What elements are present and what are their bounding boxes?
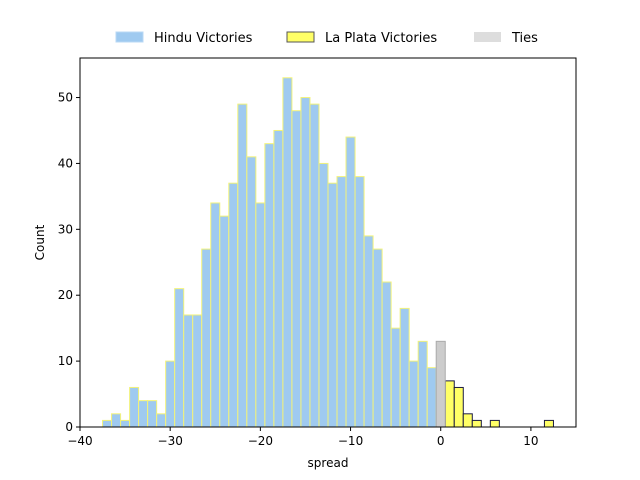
ties-bar bbox=[435, 340, 446, 428]
hindu-victories-bar bbox=[417, 340, 428, 428]
x-axis-label: spread bbox=[308, 456, 349, 470]
hindu-victories-bar bbox=[264, 143, 275, 428]
la-plata-victories-bar bbox=[462, 413, 473, 428]
hindu-victories-bar bbox=[381, 281, 392, 428]
hindu-victories-bar bbox=[327, 182, 338, 428]
x-tick-label: 10 bbox=[523, 434, 538, 448]
x-tick-label: −30 bbox=[158, 434, 183, 448]
la-plata-victories-legend-swatch bbox=[286, 31, 315, 43]
la-plata-victories-legend-label: La Plata Victories bbox=[325, 31, 437, 46]
y-tick-label: 20 bbox=[58, 288, 73, 302]
y-tick-label: 50 bbox=[58, 91, 73, 105]
hindu-victories-bar bbox=[345, 136, 356, 428]
hindu-victories-bar bbox=[156, 413, 167, 428]
hindu-victories-bar bbox=[309, 103, 320, 428]
y-axis-label: Count bbox=[33, 224, 47, 260]
hindu-victories-bar bbox=[237, 103, 248, 428]
y-axis-ticks: 0 10 20 30 40 50 bbox=[58, 91, 80, 434]
la-plata-victories-bar bbox=[453, 386, 464, 428]
hindu-victories-bar bbox=[336, 176, 347, 428]
la-plata-victories-bar bbox=[543, 419, 554, 428]
x-tick-label: −10 bbox=[338, 434, 363, 448]
hindu-victories-bar bbox=[183, 314, 194, 428]
hindu-victories-bar bbox=[318, 162, 329, 428]
hindu-victories-bar bbox=[120, 419, 131, 428]
hindu-victories-bar bbox=[174, 288, 185, 428]
hindu-victories-bar bbox=[246, 156, 257, 428]
y-tick-label: 10 bbox=[58, 354, 73, 368]
hindu-victories-bar bbox=[399, 307, 410, 428]
hindu-victories-bar bbox=[210, 202, 221, 428]
y-tick-label: 30 bbox=[58, 222, 73, 236]
hindu-victories-legend-swatch bbox=[115, 31, 144, 43]
hindu-victories-bar bbox=[408, 360, 419, 428]
x-tick-label: −20 bbox=[248, 434, 273, 448]
la-plata-victories-bar bbox=[444, 380, 455, 428]
hindu-victories-bar bbox=[192, 314, 203, 428]
hindu-victories-bar bbox=[390, 327, 401, 428]
la-plata-victories-bar bbox=[489, 419, 500, 428]
histogram-bars bbox=[102, 77, 554, 428]
hindu-victories-bar bbox=[129, 386, 140, 428]
hindu-victories-bar bbox=[219, 215, 230, 428]
ties-legend-label: Ties bbox=[511, 31, 538, 46]
x-tick-label: 0 bbox=[437, 434, 445, 448]
hindu-victories-bar bbox=[363, 235, 374, 428]
hindu-victories-bar bbox=[201, 248, 212, 428]
hindu-victories-bar bbox=[282, 77, 293, 428]
legend: Hindu Victories La Plata Victories Ties bbox=[115, 31, 538, 46]
hindu-victories-bar bbox=[354, 176, 365, 428]
hindu-victories-bar bbox=[111, 413, 122, 428]
hindu-victories-legend-label: Hindu Victories bbox=[154, 31, 253, 46]
hindu-victories-bar bbox=[372, 248, 383, 428]
hindu-victories-bar bbox=[255, 202, 266, 428]
ties-legend-swatch bbox=[474, 32, 501, 42]
hindu-victories-bar bbox=[102, 419, 113, 428]
hindu-victories-bar bbox=[291, 110, 302, 428]
hindu-victories-bar bbox=[273, 129, 284, 428]
hindu-victories-bar bbox=[300, 97, 311, 428]
hindu-victories-bar bbox=[147, 400, 158, 428]
hindu-victories-bar bbox=[228, 182, 239, 428]
y-tick-label: 40 bbox=[58, 156, 73, 170]
hindu-victories-bar bbox=[165, 360, 176, 428]
plot-frame bbox=[79, 57, 577, 428]
hindu-victories-bar bbox=[426, 367, 437, 428]
y-tick-label: 0 bbox=[65, 420, 73, 434]
la-plata-victories-bar bbox=[471, 419, 482, 428]
x-tick-label: −40 bbox=[67, 434, 92, 448]
x-axis-ticks: −40 −30 −20 −10 0 10 bbox=[67, 427, 539, 448]
hindu-victories-bar bbox=[138, 400, 149, 428]
